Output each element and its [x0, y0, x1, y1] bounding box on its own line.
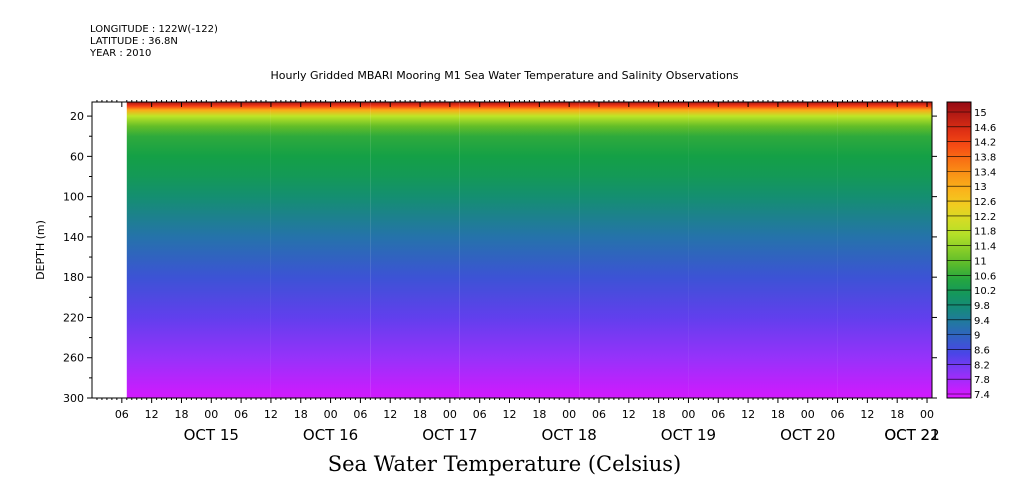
x-hour-label: 00 [681, 408, 695, 421]
x-day-label: OCT 20 [780, 426, 835, 444]
colorbar-label: 9 [974, 331, 980, 342]
data-column [270, 102, 371, 398]
x-hour-label: 18 [174, 408, 188, 421]
x-hour-label: 06 [592, 408, 606, 421]
colorbar-label: 13.8 [974, 153, 996, 164]
x-day-label: OCT 15 [184, 426, 239, 444]
data-column [126, 102, 271, 398]
chart-title: Hourly Gridded MBARI Mooring M1 Sea Wate… [270, 69, 739, 82]
x-hour-label: 00 [204, 408, 218, 421]
y-tick-label: 100 [63, 191, 84, 204]
colorbar-label: 12.6 [974, 197, 996, 208]
y-tick-label: 180 [63, 271, 84, 284]
x-hour-label: 12 [860, 408, 874, 421]
x-hour-label: 12 [264, 408, 278, 421]
colorbar-label: 12.2 [974, 212, 996, 223]
x-hour-label: 12 [622, 408, 636, 421]
x-hour-label: 06 [711, 408, 725, 421]
y-tick-label: 300 [63, 392, 84, 405]
colorbar-label: 13 [974, 182, 987, 193]
x-day-label: OCT 19 [661, 426, 716, 444]
x-hour-label: 12 [145, 408, 159, 421]
data-column [459, 102, 580, 398]
colorbar-label: 8.2 [974, 360, 990, 371]
colorbar-label: 11.4 [974, 242, 996, 253]
variable-label: Sea Water Temperature (Celsius) [327, 452, 682, 476]
y-tick-label: 140 [63, 231, 84, 244]
x-hour-label: 18 [413, 408, 427, 421]
colorbar-label: 7.4 [974, 390, 990, 401]
data-column [688, 102, 838, 398]
colorbar-label: 8.6 [974, 345, 990, 356]
y-tick-label: 260 [63, 352, 84, 365]
colorbar-label: 7.8 [974, 375, 990, 386]
header-metadata: LONGITUDE : 122W(-122) LATITUDE : 36.8N … [90, 24, 218, 60]
x-day-label: OCT 22 [884, 426, 939, 444]
x-day-label: OCT 21 [884, 426, 939, 444]
colorbar-label: 9.4 [974, 316, 990, 327]
x-hour-label: 12 [741, 408, 755, 421]
x-hour-label: 18 [294, 408, 308, 421]
data-column [370, 102, 460, 398]
x-hour-label: 18 [652, 408, 666, 421]
x-day-label: OCT 17 [422, 426, 477, 444]
colorbar [946, 101, 972, 399]
colorbar-label: 13.4 [974, 167, 996, 178]
colorbar-label: 15 [974, 108, 987, 119]
longitude-label: LONGITUDE : 122W(-122) [90, 24, 218, 35]
colorbar-label: 14.6 [974, 123, 996, 134]
x-hour-label: 06 [831, 408, 845, 421]
x-hour-label: 18 [532, 408, 546, 421]
x-hour-label: 00 [562, 408, 576, 421]
data-column [837, 102, 932, 398]
colorbar-label: 9.8 [974, 301, 990, 312]
x-hour-label: 06 [473, 408, 487, 421]
data-column [579, 102, 689, 398]
x-day-label: OCT 16 [303, 426, 358, 444]
x-hour-label: 00 [443, 408, 457, 421]
data-field [126, 102, 932, 398]
plot-frame [91, 101, 933, 399]
y-axis-label: DEPTH (m) [34, 220, 47, 280]
colorbar-label: 14.2 [974, 138, 996, 149]
y-tick-label: 20 [70, 110, 84, 123]
latitude-label: LATITUDE : 36.8N [90, 36, 178, 47]
x-hour-label: 12 [383, 408, 397, 421]
x-hour-label: 06 [353, 408, 367, 421]
y-tick-label: 220 [63, 311, 84, 324]
x-day-label: OCT 18 [542, 426, 597, 444]
y-tick-label: 60 [70, 150, 84, 163]
x-hour-label: 12 [503, 408, 517, 421]
x-hour-label: 00 [324, 408, 338, 421]
x-hour-label: 18 [890, 408, 904, 421]
colorbar-label: 11.8 [974, 227, 996, 238]
x-hour-label: 06 [234, 408, 248, 421]
x-hour-label: 00 [801, 408, 815, 421]
colorbar-label: 10.2 [974, 286, 996, 297]
x-hour-label: 06 [115, 408, 129, 421]
x-hour-label: 00 [920, 408, 934, 421]
colorbar-label: 10.6 [974, 271, 996, 282]
x-hour-label: 18 [771, 408, 785, 421]
colorbar-label: 11 [974, 256, 987, 267]
year-label: YEAR : 2010 [90, 48, 152, 59]
